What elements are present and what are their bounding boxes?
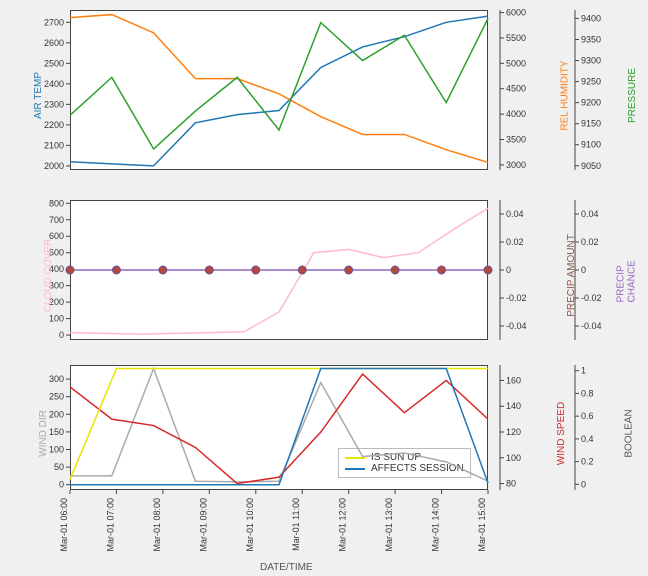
legend-label: IS SUN UP (371, 452, 421, 463)
svg-text:2000: 2000 (44, 161, 64, 171)
svg-text:0: 0 (59, 330, 64, 340)
svg-text:50: 50 (54, 462, 64, 472)
svg-text:9300: 9300 (581, 56, 601, 66)
svg-text:5000: 5000 (506, 58, 526, 68)
svg-text:0.4: 0.4 (581, 434, 594, 444)
svg-text:9400: 9400 (581, 13, 601, 23)
svg-text:3500: 3500 (506, 135, 526, 145)
svg-text:80: 80 (506, 479, 516, 489)
svg-text:9050: 9050 (581, 161, 601, 171)
svg-text:0.04: 0.04 (581, 209, 599, 219)
svg-text:0: 0 (581, 479, 586, 489)
axis-label: PRECIP CHANCE (616, 260, 638, 303)
svg-text:4500: 4500 (506, 84, 526, 94)
svg-text:2200: 2200 (44, 120, 64, 130)
svg-text:Mar-01 06:00: Mar-01 06:00 (59, 498, 69, 552)
svg-text:9250: 9250 (581, 77, 601, 87)
svg-text:300: 300 (49, 374, 64, 384)
svg-text:0.04: 0.04 (506, 209, 524, 219)
axis-label: WIND SPEED (556, 401, 567, 464)
legend-label: AFFECTS SESSION (371, 463, 464, 474)
svg-text:9350: 9350 (581, 34, 601, 44)
svg-text:150: 150 (49, 427, 64, 437)
svg-text:6000: 6000 (506, 8, 526, 18)
axis-label: REL HUMIDITY (560, 60, 571, 130)
svg-text:-0.02: -0.02 (506, 293, 527, 303)
x-axis-label: DATE/TIME (260, 562, 313, 573)
svg-text:2700: 2700 (44, 17, 64, 27)
svg-text:Mar-01 13:00: Mar-01 13:00 (384, 498, 394, 552)
svg-text:700: 700 (49, 215, 64, 225)
svg-text:2500: 2500 (44, 58, 64, 68)
svg-text:0: 0 (506, 265, 511, 275)
svg-text:Mar-01 14:00: Mar-01 14:00 (431, 498, 441, 552)
chart-stage: { "layout":{ "width":648,"height":576, "… (0, 0, 648, 576)
svg-text:2600: 2600 (44, 38, 64, 48)
svg-text:250: 250 (49, 392, 64, 402)
svg-text:-0.04: -0.04 (506, 321, 527, 331)
svg-text:9200: 9200 (581, 98, 601, 108)
svg-text:100: 100 (506, 453, 521, 463)
svg-text:Mar-01 15:00: Mar-01 15:00 (477, 498, 487, 552)
svg-text:Mar-01 07:00: Mar-01 07:00 (105, 498, 115, 552)
svg-text:0: 0 (59, 480, 64, 490)
svg-text:Mar-01 12:00: Mar-01 12:00 (338, 498, 348, 552)
svg-text:9150: 9150 (581, 119, 601, 129)
svg-text:3000: 3000 (506, 160, 526, 170)
svg-text:0.6: 0.6 (581, 411, 594, 421)
svg-text:0.02: 0.02 (506, 237, 524, 247)
svg-text:Mar-01 11:00: Mar-01 11:00 (291, 498, 301, 551)
axis-label: CLOUD COVER (43, 239, 54, 312)
svg-text:Mar-01 10:00: Mar-01 10:00 (245, 498, 255, 552)
svg-text:0: 0 (581, 265, 586, 275)
svg-text:100: 100 (49, 314, 64, 324)
svg-text:4000: 4000 (506, 109, 526, 119)
svg-text:1: 1 (581, 366, 586, 376)
legend-panel-3: IS SUN UPAFFECTS SESSION (338, 448, 471, 478)
svg-text:2100: 2100 (44, 140, 64, 150)
svg-text:0.8: 0.8 (581, 388, 594, 398)
svg-text:120: 120 (506, 427, 521, 437)
svg-text:Mar-01 08:00: Mar-01 08:00 (152, 498, 162, 552)
axis-label: BOOLEAN (624, 409, 635, 457)
panel-2 (70, 200, 488, 340)
axis-label: PRESSURE (627, 68, 638, 123)
svg-text:9100: 9100 (581, 140, 601, 150)
svg-text:200: 200 (49, 409, 64, 419)
svg-text:-0.02: -0.02 (581, 293, 602, 303)
svg-text:800: 800 (49, 198, 64, 208)
svg-text:5500: 5500 (506, 33, 526, 43)
svg-text:Mar-01 09:00: Mar-01 09:00 (198, 498, 208, 552)
svg-text:-0.04: -0.04 (581, 321, 602, 331)
svg-text:160: 160 (506, 375, 521, 385)
svg-text:100: 100 (49, 445, 64, 455)
svg-text:2300: 2300 (44, 99, 64, 109)
axis-label: AIR TEMP (33, 72, 44, 119)
svg-text:0.2: 0.2 (581, 457, 594, 467)
panel-1 (70, 10, 488, 170)
svg-text:140: 140 (506, 401, 521, 411)
svg-text:2400: 2400 (44, 79, 64, 89)
axis-label: WIND DIR (38, 410, 49, 457)
axis-label: PRECIP AMOUNT (566, 234, 577, 317)
svg-text:0.02: 0.02 (581, 237, 599, 247)
